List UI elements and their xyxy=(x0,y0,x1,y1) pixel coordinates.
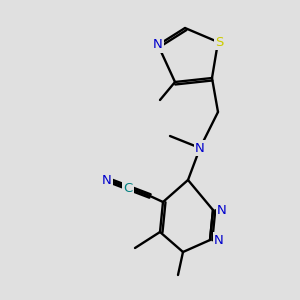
Text: N: N xyxy=(102,173,112,187)
Text: N: N xyxy=(217,203,227,217)
Text: N: N xyxy=(195,142,205,154)
Text: S: S xyxy=(215,35,223,49)
Text: C: C xyxy=(123,182,133,194)
Text: N: N xyxy=(153,38,163,52)
Text: N: N xyxy=(214,233,224,247)
